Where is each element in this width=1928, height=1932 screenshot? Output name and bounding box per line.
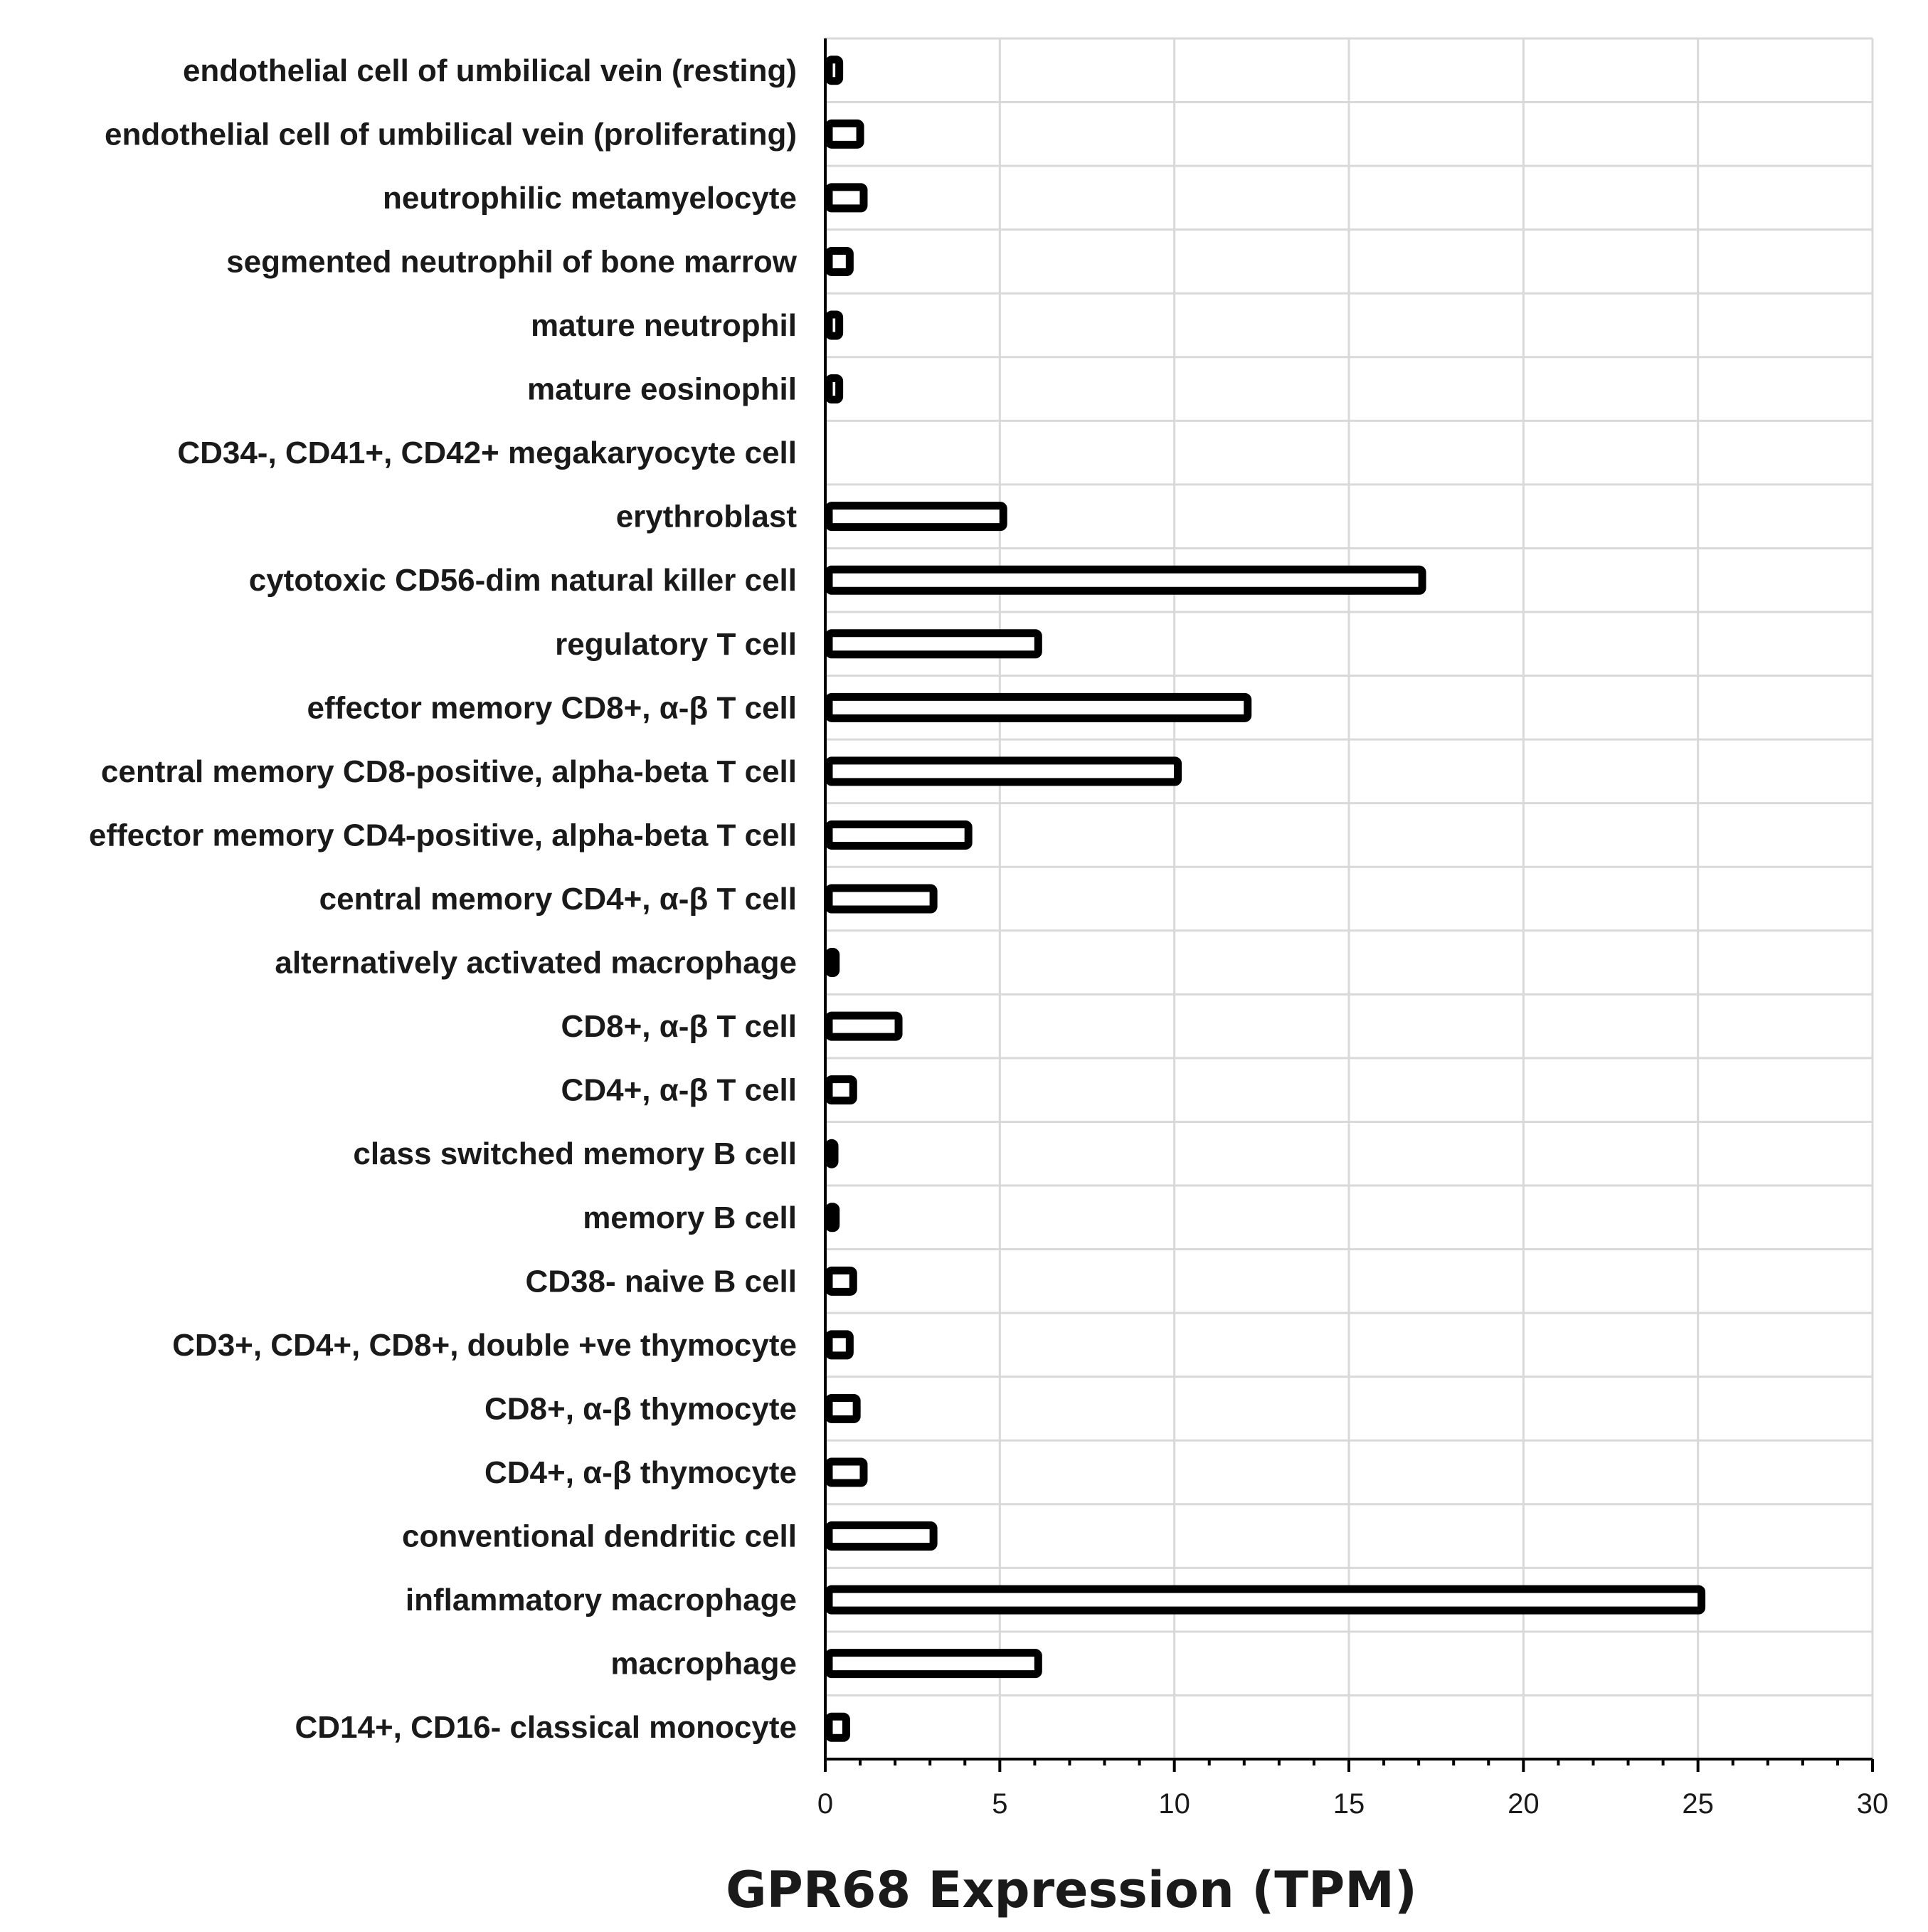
category-label: CD4+, α-β thymocyte (484, 1455, 797, 1490)
category-label: endothelial cell of umbilical vein (prol… (105, 117, 797, 152)
bar (825, 1011, 903, 1041)
category-label: effector memory CD8+, α-β T cell (307, 690, 797, 725)
bar (825, 183, 868, 213)
bar (825, 1393, 861, 1423)
category-label: macrophage (610, 1647, 797, 1682)
bar (825, 1649, 1042, 1679)
category-label: CD14+, CD16- classical monocyte (295, 1710, 797, 1745)
bar (825, 692, 1252, 722)
x-axis-title: GPR68 Expression (TPM) (726, 1861, 1417, 1919)
bar (825, 820, 973, 850)
bar (825, 1521, 938, 1551)
bar (825, 565, 1426, 595)
bar (825, 1139, 839, 1168)
category-label: mature eosinophil (527, 372, 797, 407)
bar (825, 119, 864, 149)
x-tick-label: 5 (992, 1788, 1007, 1820)
bar (825, 310, 844, 340)
x-axis: 0 5 10 15 20 25 30 (817, 38, 1888, 1820)
category-label: central memory CD8-positive, alpha-beta … (101, 754, 797, 789)
category-label: CD8+, α-β T cell (561, 1009, 797, 1044)
category-label: memory B cell (583, 1200, 797, 1235)
category-label: inflammatory macrophage (406, 1583, 797, 1617)
bar (825, 1203, 840, 1232)
category-label: mature neutrophil (531, 308, 797, 343)
grid-lines (825, 37, 1874, 1761)
category-label: erythroblast (616, 500, 798, 534)
category-label: CD34-, CD41+, CD42+ megakaryocyte cell (177, 436, 797, 470)
x-tick-label: 30 (1857, 1788, 1889, 1820)
category-label: CD3+, CD4+, CD8+, double +ve thymocyte (172, 1328, 797, 1363)
bar (825, 1075, 857, 1105)
category-label: alternatively activated macrophage (275, 946, 797, 981)
category-label: segmented neutrophil of bone marrow (226, 244, 798, 279)
bar (825, 1266, 857, 1296)
category-label: conventional dendritic cell (402, 1519, 797, 1554)
category-label: regulatory T cell (555, 627, 797, 662)
bar (825, 56, 844, 85)
x-tick-label: 10 (1158, 1788, 1190, 1820)
bar (825, 1457, 868, 1487)
bars (825, 56, 1706, 1742)
bar (825, 756, 1182, 786)
category-label: class switched memory B cell (353, 1136, 797, 1171)
bar (825, 502, 1007, 532)
bar (825, 884, 938, 914)
category-label: CD38- naive B cell (526, 1264, 798, 1299)
x-tick-label: 20 (1508, 1788, 1540, 1820)
category-labels: endothelial cell of umbilical vein (rest… (89, 53, 798, 1745)
bar (825, 246, 854, 276)
category-label: CD8+, α-β thymocyte (484, 1391, 797, 1426)
category-label: neutrophilic metamyelocyte (383, 181, 797, 216)
bar (825, 1712, 850, 1742)
category-label: cytotoxic CD56-dim natural killer cell (249, 563, 797, 598)
category-label: endothelial cell of umbilical vein (rest… (183, 53, 797, 88)
x-tick-label: 15 (1333, 1788, 1365, 1820)
category-label: CD4+, α-β T cell (561, 1073, 797, 1108)
category-label: central memory CD4+, α-β T cell (319, 882, 797, 917)
x-tick-label: 0 (817, 1788, 833, 1820)
x-tick-label: 25 (1682, 1788, 1714, 1820)
category-label: effector memory CD4-positive, alpha-beta… (89, 818, 797, 852)
bar (825, 629, 1042, 659)
bar (825, 1330, 854, 1360)
bar (825, 948, 840, 978)
bar (825, 374, 844, 404)
bar (825, 1585, 1706, 1615)
